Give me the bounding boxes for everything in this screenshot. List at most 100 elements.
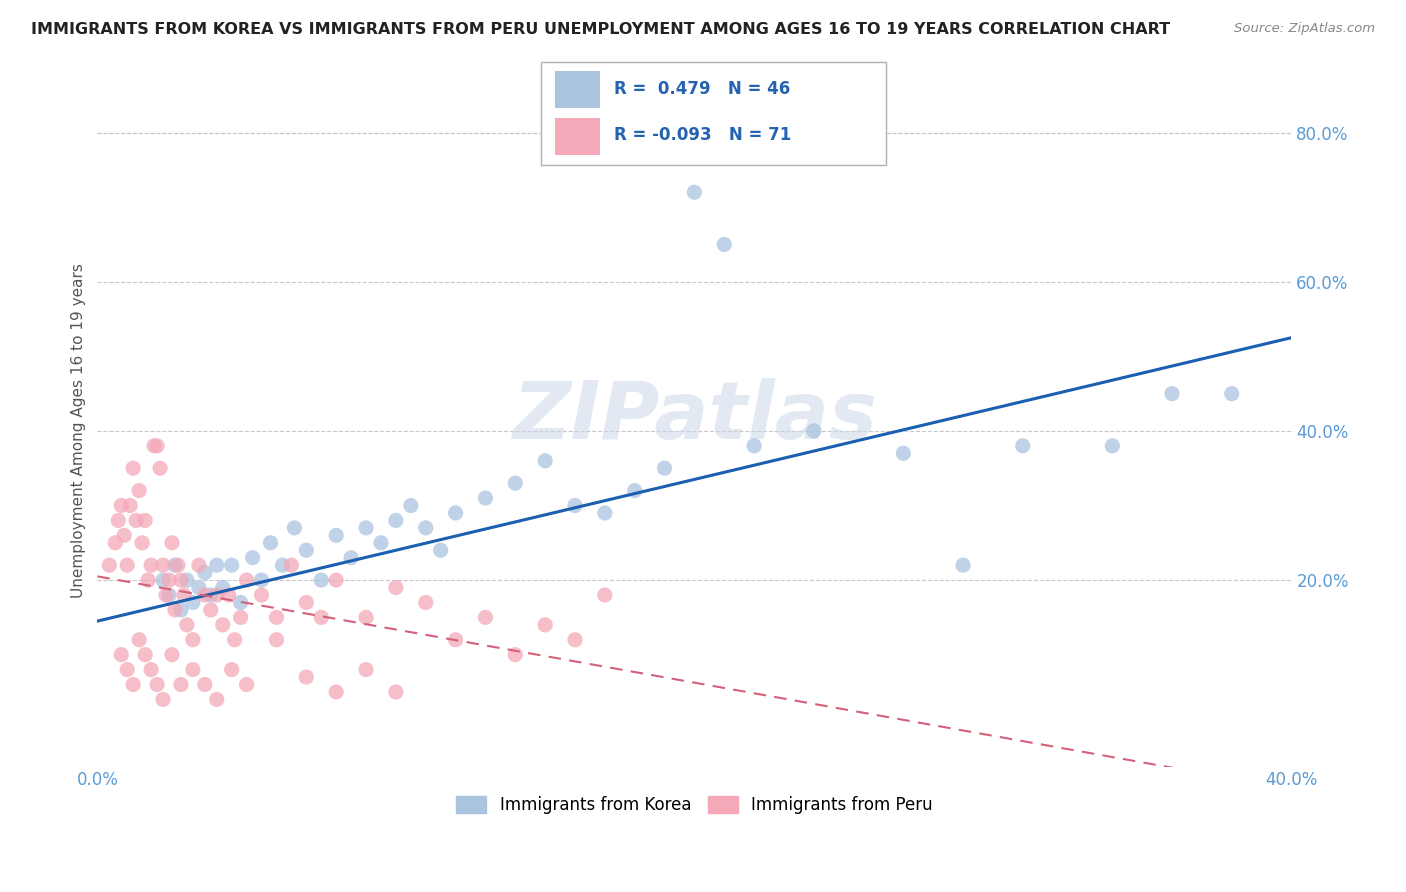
Point bbox=[503, 648, 526, 662]
Point bbox=[134, 648, 156, 662]
Point bbox=[534, 454, 557, 468]
Point bbox=[259, 536, 281, 550]
Point bbox=[280, 558, 302, 573]
Point bbox=[173, 588, 195, 602]
Point bbox=[187, 558, 209, 573]
Text: R =  0.479   N = 46: R = 0.479 N = 46 bbox=[613, 79, 790, 97]
Point bbox=[136, 573, 159, 587]
Point bbox=[200, 588, 222, 602]
Point bbox=[235, 677, 257, 691]
Point bbox=[415, 595, 437, 609]
Point bbox=[221, 558, 243, 573]
Point bbox=[107, 513, 129, 527]
Point bbox=[444, 506, 467, 520]
Text: Source: ZipAtlas.com: Source: ZipAtlas.com bbox=[1234, 22, 1375, 36]
Point bbox=[444, 632, 467, 647]
Point bbox=[713, 237, 735, 252]
Point bbox=[139, 663, 162, 677]
Point bbox=[181, 632, 204, 647]
Point bbox=[354, 521, 377, 535]
Point bbox=[683, 186, 706, 200]
Point bbox=[112, 528, 135, 542]
Point bbox=[654, 461, 676, 475]
Point bbox=[224, 632, 246, 647]
Point bbox=[340, 550, 363, 565]
Point bbox=[149, 461, 172, 475]
Point bbox=[167, 558, 190, 573]
Point bbox=[266, 632, 288, 647]
Point bbox=[181, 663, 204, 677]
FancyBboxPatch shape bbox=[541, 62, 886, 165]
Point bbox=[128, 632, 150, 647]
Point bbox=[564, 632, 586, 647]
Point bbox=[125, 513, 148, 527]
Point bbox=[474, 491, 496, 505]
Point bbox=[235, 573, 257, 587]
Point bbox=[115, 663, 138, 677]
Point bbox=[803, 424, 825, 438]
Point bbox=[564, 499, 586, 513]
Point bbox=[211, 618, 233, 632]
Point bbox=[143, 439, 166, 453]
Point bbox=[176, 618, 198, 632]
Point bbox=[110, 499, 132, 513]
Point bbox=[170, 603, 193, 617]
Point bbox=[110, 648, 132, 662]
Point bbox=[152, 573, 174, 587]
Point bbox=[194, 677, 217, 691]
Point bbox=[271, 558, 294, 573]
Point bbox=[429, 543, 451, 558]
Point bbox=[160, 536, 183, 550]
Point bbox=[593, 506, 616, 520]
Point bbox=[131, 536, 153, 550]
Point bbox=[325, 685, 347, 699]
Point bbox=[242, 550, 264, 565]
Point bbox=[211, 581, 233, 595]
Point bbox=[181, 595, 204, 609]
Point bbox=[325, 573, 347, 587]
Point bbox=[163, 603, 186, 617]
Point bbox=[474, 610, 496, 624]
Point bbox=[229, 595, 252, 609]
Point bbox=[385, 581, 408, 595]
Point bbox=[229, 610, 252, 624]
Point bbox=[122, 677, 145, 691]
Point bbox=[1011, 439, 1033, 453]
Point bbox=[385, 685, 408, 699]
Text: R = -0.093   N = 71: R = -0.093 N = 71 bbox=[613, 126, 792, 144]
Point bbox=[163, 558, 186, 573]
Point bbox=[146, 439, 169, 453]
Point bbox=[1161, 386, 1184, 401]
Point bbox=[283, 521, 305, 535]
Point bbox=[120, 499, 142, 513]
Point bbox=[354, 663, 377, 677]
Point bbox=[325, 528, 347, 542]
Point bbox=[128, 483, 150, 498]
FancyBboxPatch shape bbox=[555, 118, 600, 155]
Point bbox=[593, 588, 616, 602]
Point bbox=[134, 513, 156, 527]
Point bbox=[534, 618, 557, 632]
Point bbox=[146, 677, 169, 691]
Point bbox=[250, 573, 273, 587]
Point bbox=[205, 558, 228, 573]
Legend: Immigrants from Korea, Immigrants from Peru: Immigrants from Korea, Immigrants from P… bbox=[449, 787, 941, 822]
Point bbox=[194, 566, 217, 580]
Point bbox=[157, 573, 180, 587]
Point bbox=[952, 558, 974, 573]
Point bbox=[194, 588, 217, 602]
Point bbox=[218, 588, 240, 602]
Point bbox=[187, 581, 209, 595]
Point bbox=[205, 588, 228, 602]
Point bbox=[1101, 439, 1123, 453]
Point bbox=[266, 610, 288, 624]
Point bbox=[152, 558, 174, 573]
Point bbox=[295, 595, 318, 609]
Point bbox=[115, 558, 138, 573]
Point bbox=[354, 610, 377, 624]
Point bbox=[893, 446, 915, 460]
Text: IMMIGRANTS FROM KOREA VS IMMIGRANTS FROM PERU UNEMPLOYMENT AMONG AGES 16 TO 19 Y: IMMIGRANTS FROM KOREA VS IMMIGRANTS FROM… bbox=[31, 22, 1170, 37]
Point bbox=[170, 573, 193, 587]
Point bbox=[205, 692, 228, 706]
Point bbox=[295, 543, 318, 558]
